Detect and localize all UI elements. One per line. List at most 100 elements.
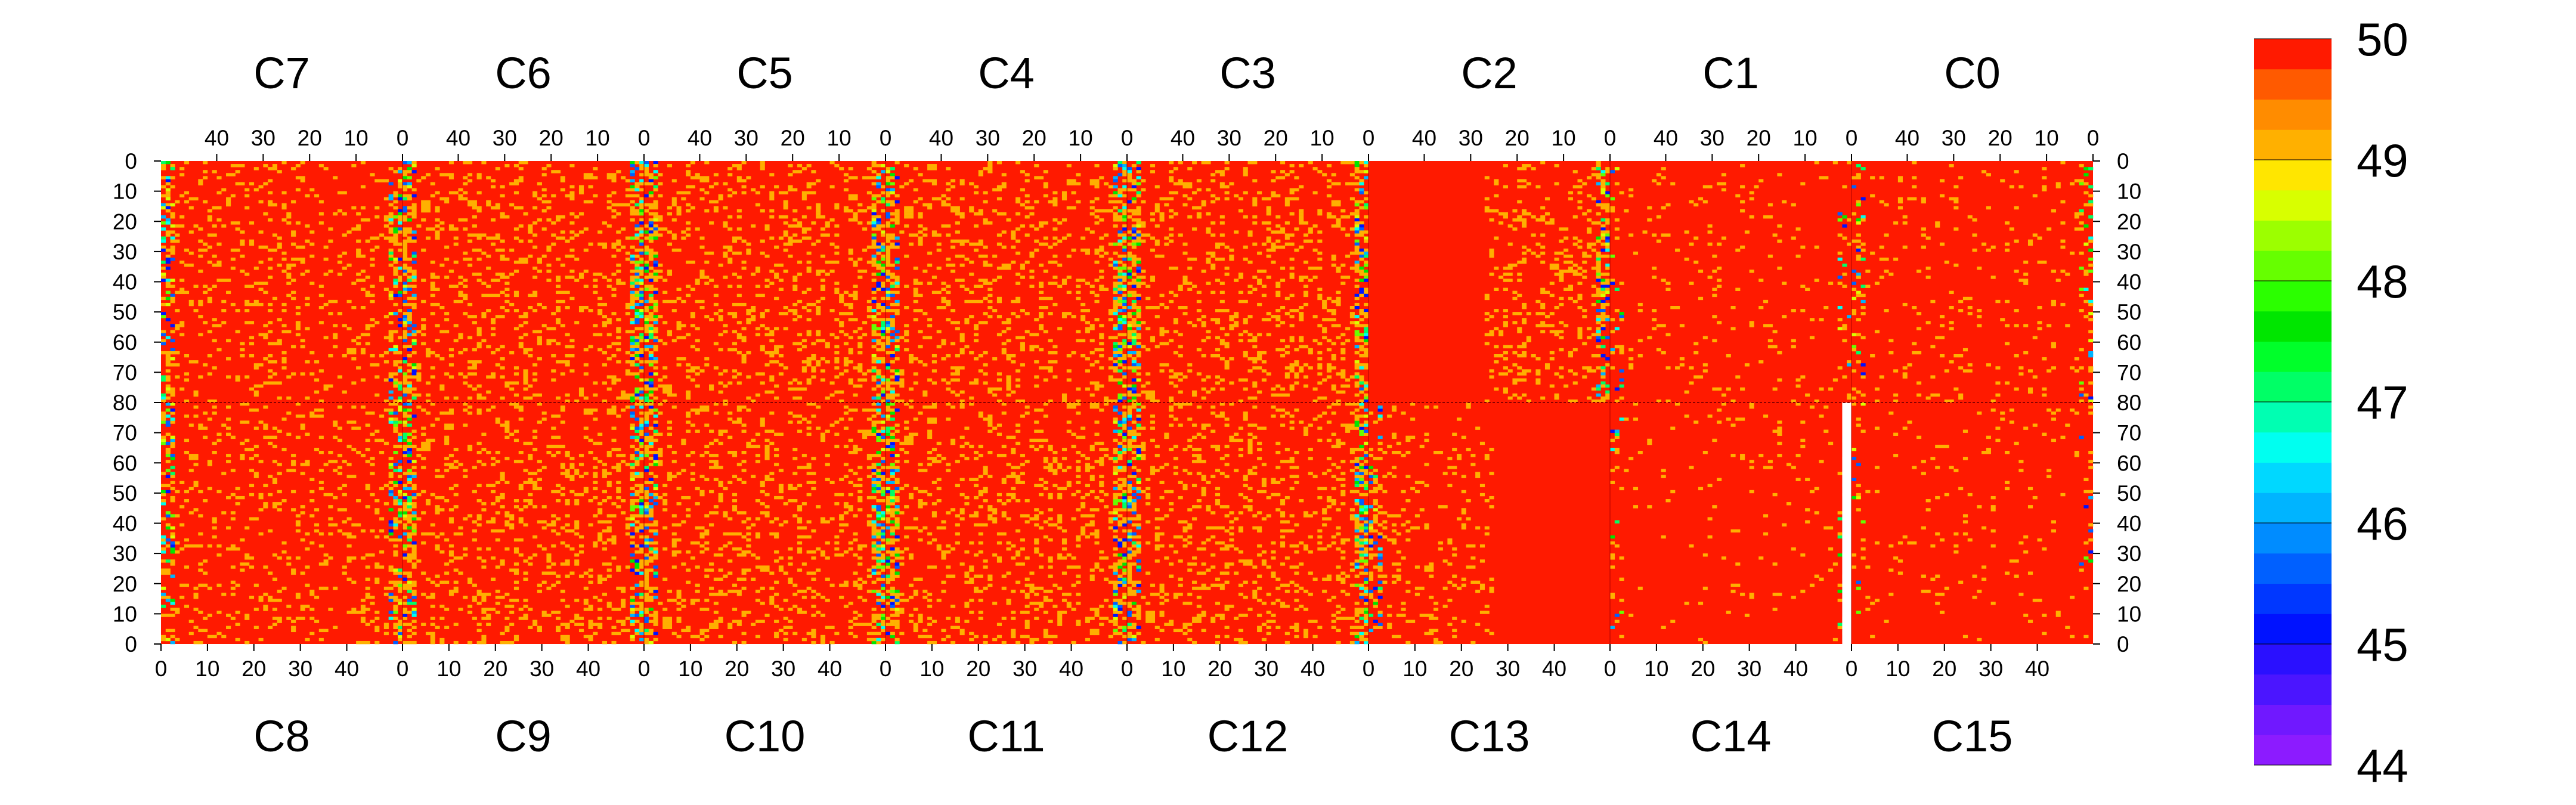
heatmap-cell bbox=[741, 327, 747, 330]
heatmap-cell bbox=[606, 284, 612, 288]
heatmap-cell bbox=[198, 248, 203, 252]
heatmap-cell bbox=[1122, 318, 1128, 321]
heatmap-cell bbox=[630, 318, 635, 321]
heatmap-cell bbox=[1252, 197, 1258, 201]
heatmap-cell bbox=[853, 290, 858, 295]
heatmap-cell bbox=[1331, 387, 1336, 391]
heatmap-cell bbox=[848, 312, 853, 315]
heatmap-cell bbox=[1577, 245, 1583, 249]
heatmap-cell bbox=[1089, 351, 1095, 355]
heatmap-cell bbox=[1113, 290, 1118, 295]
heatmap-cell bbox=[1345, 254, 1351, 258]
heatmap-cell bbox=[1001, 351, 1007, 355]
heatmap-cell bbox=[402, 215, 408, 219]
heatmap-cell bbox=[667, 330, 673, 333]
heatmap-cell bbox=[1173, 330, 1178, 333]
heatmap-cell bbox=[1039, 324, 1044, 327]
heatmap-cell bbox=[588, 173, 593, 177]
heatmap-cell bbox=[416, 375, 422, 379]
heatmap-cell bbox=[1099, 287, 1104, 291]
heatmap-cell bbox=[161, 333, 166, 336]
heatmap-cell bbox=[918, 242, 923, 246]
heatmap-cell bbox=[1243, 378, 1248, 382]
heatmap-cell bbox=[746, 309, 751, 312]
heatmap-cell bbox=[816, 179, 821, 182]
heatmap-cell bbox=[481, 161, 487, 165]
heatmap-cell bbox=[212, 170, 217, 174]
heatmap-cell bbox=[876, 372, 881, 376]
heatmap-cell bbox=[170, 167, 175, 171]
heatmap-cell bbox=[806, 363, 812, 367]
heatmap-cell bbox=[439, 387, 445, 391]
heatmap-cell bbox=[1526, 339, 1531, 343]
heatmap-cell bbox=[941, 357, 946, 361]
heatmap-cell bbox=[778, 236, 784, 240]
heatmap-cell bbox=[834, 345, 840, 349]
heatmap-cell bbox=[398, 399, 403, 403]
heatmap-cell bbox=[616, 242, 621, 246]
heatmap-cell bbox=[2079, 209, 2084, 213]
heatmap-cell bbox=[1842, 327, 1847, 330]
heatmap-cell bbox=[886, 224, 891, 228]
heatmap-cell bbox=[606, 375, 612, 379]
heatmap-cell bbox=[1503, 212, 1508, 216]
heatmap-cell bbox=[523, 348, 528, 352]
heatmap-cell bbox=[983, 221, 988, 225]
heatmap-cell bbox=[1029, 270, 1035, 273]
heatmap-cell bbox=[853, 197, 858, 201]
heatmap-cell bbox=[1136, 309, 1141, 312]
heatmap-cell bbox=[955, 366, 960, 370]
heatmap-cell bbox=[1693, 342, 1699, 346]
heatmap-cell bbox=[398, 258, 403, 261]
heatmap-cell bbox=[727, 284, 733, 288]
heatmap-cell bbox=[1131, 284, 1137, 288]
heatmap-cell bbox=[1730, 399, 1736, 403]
heatmap-cell bbox=[1039, 290, 1044, 295]
heatmap-cell bbox=[175, 239, 180, 243]
heatmap-cell bbox=[1354, 167, 1360, 171]
heatmap-cell bbox=[2009, 185, 2014, 188]
heatmap-cell bbox=[402, 387, 408, 391]
heatmap-cell bbox=[987, 306, 993, 309]
heatmap-cell bbox=[407, 230, 412, 234]
heatmap-cell bbox=[653, 315, 658, 318]
heatmap-cell bbox=[165, 384, 171, 388]
heatmap-cell bbox=[1559, 336, 1564, 339]
heatmap-cell bbox=[927, 336, 933, 339]
heatmap-cell bbox=[602, 221, 607, 225]
heatmap-cell bbox=[1089, 200, 1095, 204]
heatmap-cell bbox=[1331, 354, 1336, 358]
heatmap-cell bbox=[1322, 330, 1327, 333]
heatmap-cell bbox=[574, 399, 580, 403]
heatmap-cell bbox=[1484, 293, 1490, 298]
heatmap-cell bbox=[886, 182, 891, 185]
heatmap-cell bbox=[648, 333, 654, 336]
heatmap-cell bbox=[207, 354, 212, 358]
heatmap-cell bbox=[760, 372, 765, 376]
heatmap-cell bbox=[1094, 381, 1100, 385]
heatmap-cell bbox=[1856, 164, 1861, 168]
heatmap-cell bbox=[286, 396, 292, 400]
heatmap-cell bbox=[1336, 203, 1341, 207]
heatmap-cell bbox=[718, 194, 723, 198]
heatmap-cell bbox=[764, 254, 770, 258]
heatmap-cell bbox=[653, 396, 658, 400]
heatmap-cell bbox=[1178, 161, 1183, 165]
heatmap-cell bbox=[1117, 318, 1123, 321]
heatmap-cell bbox=[1535, 185, 1541, 188]
heatmap-cell bbox=[1187, 321, 1193, 324]
heatmap-cell bbox=[1136, 354, 1141, 358]
heatmap-cell bbox=[221, 224, 227, 228]
heatmap-cell bbox=[783, 221, 788, 225]
heatmap-cell bbox=[170, 351, 175, 355]
heatmap-cell bbox=[305, 302, 310, 306]
heatmap-cell bbox=[736, 302, 742, 306]
heatmap-cell bbox=[1071, 206, 1076, 210]
heatmap-cell bbox=[1939, 194, 1945, 198]
heatmap-cell bbox=[1549, 312, 1555, 315]
heatmap-cell bbox=[1001, 185, 1007, 188]
heatmap-cell bbox=[709, 278, 714, 282]
heatmap-cell bbox=[1364, 366, 1369, 370]
heatmap-cell bbox=[1354, 245, 1360, 249]
heatmap-cell bbox=[1322, 396, 1327, 400]
